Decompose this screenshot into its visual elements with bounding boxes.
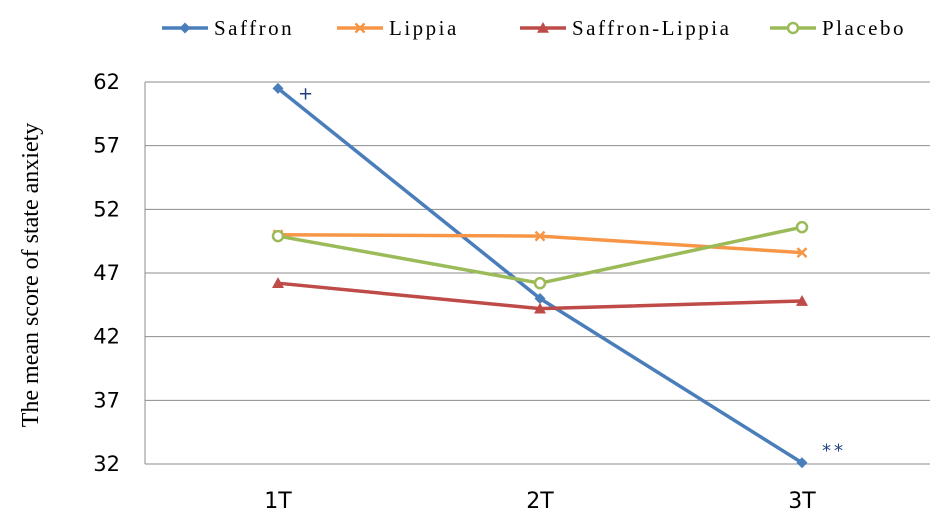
legend-swatch-marker (786, 21, 800, 35)
y-tick-label: 62 (93, 70, 120, 94)
data-point (795, 220, 809, 234)
gridlines (144, 81, 930, 465)
legend-swatch-marker (179, 22, 191, 34)
x-tick-label: 2T (526, 489, 554, 514)
legend: Saffron Lippia Saffron-Lippia Placebo (162, 16, 906, 40)
legend-label: Saffron (214, 16, 294, 40)
annotation-label: ** (822, 441, 846, 462)
series-line (276, 87, 803, 465)
annotation-label: + (298, 83, 316, 104)
y-tick-label: 37 (93, 388, 120, 412)
annotations: + ** (298, 83, 846, 462)
data-point (272, 277, 284, 288)
data-point (534, 292, 546, 304)
legend-label: Saffron-Lippia (572, 16, 731, 40)
y-axis-title: The mean score of state anxiety (18, 123, 44, 428)
x-tick-label: 1T (264, 489, 292, 514)
legend-label: Placebo (822, 16, 906, 40)
legend-swatch-marker (354, 22, 366, 34)
data-point (796, 457, 808, 469)
y-axis-ticks: 32 37 42 47 52 57 62 (93, 70, 120, 476)
data-point (272, 82, 284, 94)
series-layer (271, 82, 809, 469)
y-tick-label: 47 (93, 261, 120, 285)
data-point (796, 295, 808, 306)
legend-item: Placebo (770, 16, 906, 40)
legend-item: Lippia (337, 16, 459, 40)
series-placebo (271, 220, 809, 290)
y-tick-label: 42 (93, 325, 120, 349)
data-point (533, 276, 547, 290)
y-tick-label: 52 (93, 197, 120, 221)
series-saffron-lippia (272, 277, 808, 314)
legend-item: Saffron-Lippia (520, 16, 731, 40)
data-point (271, 229, 285, 243)
legend-swatch-marker (537, 22, 549, 33)
legend-item: Saffron (162, 16, 294, 40)
data-point (796, 247, 808, 259)
y-tick-label: 57 (93, 134, 120, 158)
x-axis-ticks: 1T 2T 3T (264, 489, 816, 514)
x-tick-label: 3T (788, 489, 816, 514)
data-point (534, 302, 546, 314)
data-point (534, 230, 546, 242)
legend-label: Lippia (389, 16, 459, 40)
y-tick-label: 32 (93, 452, 120, 476)
series-saffron (272, 82, 808, 469)
